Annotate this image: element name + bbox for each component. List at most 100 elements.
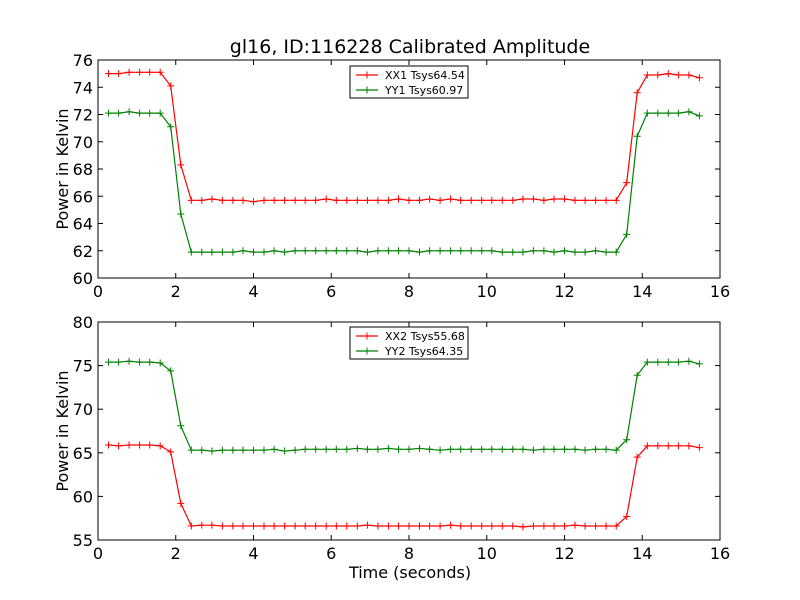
series-line (108, 360, 700, 452)
data-point (643, 442, 651, 450)
data-point (436, 522, 444, 530)
series-green (104, 108, 703, 256)
data-point (447, 445, 455, 453)
legend-box (349, 326, 469, 360)
data-point (353, 196, 361, 204)
data-point (146, 441, 154, 449)
data-point (374, 522, 382, 530)
data-point (332, 522, 340, 530)
y-tick-label: 60 (73, 269, 93, 288)
data-point (415, 444, 423, 452)
y-tick-label: 65 (73, 444, 93, 463)
data-point (291, 522, 299, 530)
data-point (602, 196, 610, 204)
data-point (405, 445, 413, 453)
data-point (664, 442, 672, 450)
x-tick-label: 16 (710, 544, 730, 563)
data-point (208, 521, 216, 529)
data-point (229, 446, 237, 454)
data-point (426, 247, 434, 255)
data-point (529, 522, 537, 530)
legend-marker (363, 71, 371, 79)
data-point (550, 195, 558, 203)
data-point (301, 522, 309, 530)
chart-title: gl16, ID:116228 Calibrated Amplitude (230, 36, 590, 58)
data-point (415, 248, 423, 256)
data-point (664, 70, 672, 78)
x-tick-label: 8 (404, 544, 414, 563)
data-point (488, 247, 496, 255)
data-point (301, 196, 309, 204)
data-point (125, 357, 133, 365)
data-point (405, 247, 413, 255)
data-point (602, 248, 610, 256)
data-point (104, 70, 112, 78)
data-point (125, 108, 133, 116)
data-point (633, 371, 641, 379)
data-point (478, 247, 486, 255)
data-point (654, 358, 662, 366)
y-tick-label: 76 (73, 51, 93, 70)
data-point (125, 68, 133, 76)
data-point (146, 68, 154, 76)
data-point (198, 196, 206, 204)
y-tick-label: 75 (73, 357, 93, 376)
data-point (695, 360, 703, 368)
data-point (643, 109, 651, 117)
data-point (509, 248, 517, 256)
data-point (561, 247, 568, 255)
data-point (415, 196, 423, 204)
data-point (415, 522, 423, 530)
data-point (270, 445, 278, 453)
data-point (592, 196, 600, 204)
data-point (156, 442, 164, 450)
data-point (177, 422, 185, 430)
data-point (156, 68, 164, 76)
data-point (312, 522, 320, 530)
data-point (540, 522, 548, 530)
data-point (695, 444, 703, 452)
data-point (136, 68, 144, 76)
data-point (426, 445, 434, 453)
data-point (685, 108, 693, 116)
data-point (612, 446, 620, 454)
data-point (104, 441, 112, 449)
data-point (353, 522, 361, 530)
data-point (488, 522, 496, 530)
data-point (374, 196, 382, 204)
data-point (363, 445, 371, 453)
data-point (187, 248, 195, 256)
data-point (633, 453, 641, 461)
data-point (550, 522, 558, 530)
data-point (187, 196, 195, 204)
data-point (561, 195, 568, 203)
data-point (478, 522, 486, 530)
y-tick-label: 60 (73, 487, 93, 506)
data-point (581, 522, 589, 530)
data-point (229, 522, 237, 530)
data-point (136, 358, 144, 366)
data-point (467, 247, 475, 255)
data-point (519, 248, 527, 256)
data-point (312, 445, 320, 453)
data-point (156, 359, 164, 367)
data-point (612, 522, 620, 530)
data-point (363, 521, 371, 529)
data-point (146, 109, 154, 117)
data-point (550, 445, 558, 453)
data-point (291, 446, 299, 454)
data-point (654, 109, 662, 117)
data-point (146, 358, 154, 366)
data-point (447, 247, 455, 255)
data-point (353, 444, 361, 452)
data-point (509, 445, 517, 453)
data-point (270, 522, 278, 530)
data-point (208, 248, 216, 256)
x-tick-label: 6 (326, 282, 336, 301)
y-tick-label: 68 (73, 160, 93, 179)
x-tick-label: 4 (248, 544, 258, 563)
data-point (281, 447, 289, 455)
data-point (457, 522, 465, 530)
data-point (592, 522, 600, 530)
